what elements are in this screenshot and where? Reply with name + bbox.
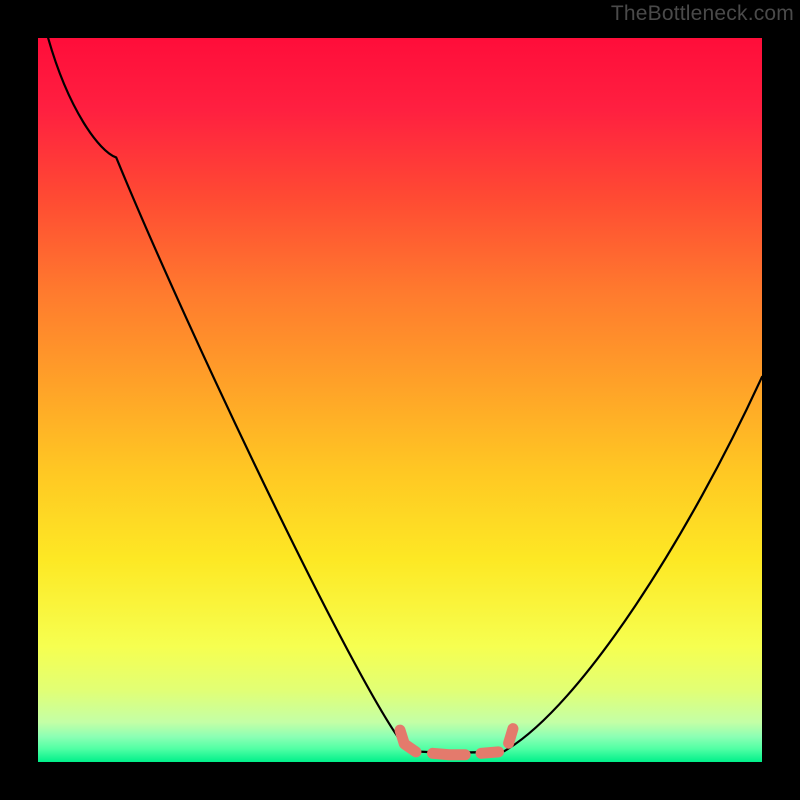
watermark-text: TheBottleneck.com xyxy=(611,2,794,26)
highlight-segment xyxy=(481,752,498,753)
bottleneck-chart: TheBottleneck.com xyxy=(0,0,800,800)
highlight-segment xyxy=(509,729,513,743)
chart-plot-background xyxy=(38,38,762,762)
chart-svg xyxy=(0,0,800,800)
highlight-segment xyxy=(433,753,466,754)
